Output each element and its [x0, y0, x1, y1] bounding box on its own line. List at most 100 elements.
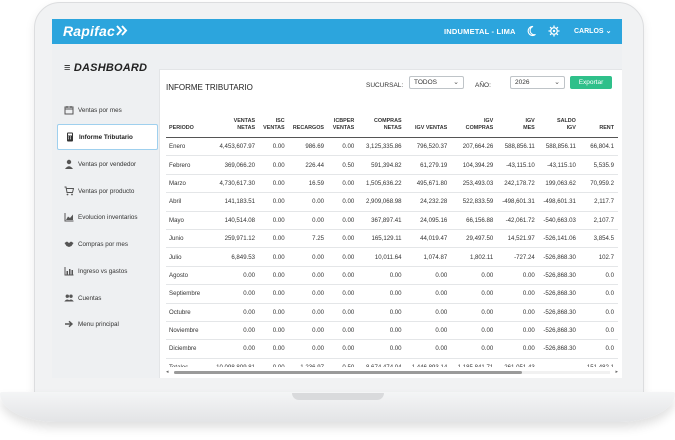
- sidebar: ≡ DASHBOARD Ventas por mes Informe Tribu…: [52, 44, 161, 378]
- table-cell: -526,141.06: [538, 229, 580, 249]
- sidebar-item-ventas-por-producto[interactable]: Ventas por producto: [57, 179, 156, 203]
- table-cell: 8,674,474.04: [358, 358, 405, 367]
- sidebar-item-informe-tributario[interactable]: Informe Tributario: [57, 124, 158, 150]
- table-cell: 495,671.80: [405, 174, 452, 194]
- table-cell: -526,868.30: [538, 266, 580, 286]
- column-header: PERIODO: [166, 105, 210, 138]
- moon-icon[interactable]: [527, 25, 539, 37]
- table-cell: -43,115.10: [497, 155, 539, 175]
- table-cell: Octubre: [166, 303, 210, 322]
- table-cell: 16.59: [288, 174, 328, 194]
- table-cell: 0.00: [288, 303, 328, 322]
- sidebar-item-menu-principal[interactable]: Menu principal: [57, 312, 156, 336]
- table-row: Marzo 4,730,617.30 0.00 16.59 0.00 1,505,636.…: [166, 174, 618, 194]
- table-cell: 0.00: [405, 284, 452, 304]
- table-cell: 0.00: [327, 192, 359, 212]
- table-cell: 0.00: [259, 229, 289, 249]
- table-row: Febrero 369,066.20 0.00 226.44 0.50 591,394.8…: [166, 155, 618, 175]
- table-cell: 44,019.47: [405, 229, 452, 249]
- user-menu[interactable]: CARLOS ⌄: [574, 27, 611, 35]
- table-cell: 0.00: [327, 284, 359, 304]
- chevron-down-icon: ⌄: [453, 79, 459, 86]
- table-cell: 0.00: [327, 229, 359, 249]
- table-cell: 986.69: [288, 137, 328, 157]
- tax-report-table-wrapper[interactable]: PERIODO VENTAS NETAS ISC VENTAS RECARGOS ICBPE…: [166, 105, 618, 367]
- sidebar-item-evolucion-inventarios[interactable]: Evolucion inventarios: [57, 205, 156, 229]
- scroll-left-arrow-icon[interactable]: ◂: [166, 369, 169, 375]
- table-cell: 0.00: [288, 266, 328, 286]
- horizontal-scrollbar[interactable]: ◂ ▸: [166, 369, 618, 375]
- dashboard-title-text: DASHBOARD: [73, 62, 148, 74]
- table-cell: 0.00: [288, 321, 328, 341]
- sidebar-item-compras-por-mes[interactable]: Compras por mes: [57, 232, 156, 256]
- dashboard-title: ≡ DASHBOARD: [64, 62, 147, 74]
- table-cell: 0.0: [579, 321, 618, 341]
- scroll-right-arrow-icon[interactable]: ▸: [615, 369, 618, 375]
- sidebar-item-ventas-por-vendedor[interactable]: Ventas por vendedor: [57, 152, 156, 176]
- app-screen: Rapifac INDUMETAL - LIMA CARLOS ⌄ ≡ DASHB…: [52, 19, 622, 378]
- table-cell: 0.00: [209, 321, 260, 341]
- tax-report-table: PERIODO VENTAS NETAS ISC VENTAS RECARGOS ICBPE…: [166, 105, 618, 367]
- table-row: Abril 141,183.51 0.00 0.00 0.00 2,909,068.98 2…: [166, 192, 618, 212]
- table-cell: 0.00: [405, 266, 452, 286]
- menu-lines-icon[interactable]: ≡: [64, 62, 74, 74]
- table-cell: 0.00: [288, 211, 328, 230]
- app-logo[interactable]: Rapifac: [63, 23, 128, 39]
- table-cell: Totales: [166, 358, 210, 367]
- page-title: INFORME TRIBUTARIO: [166, 83, 253, 92]
- handshake-icon: [64, 241, 74, 247]
- table-row: Octubre 0.00 0.00 0.00 0.00 0.00 0.00 0.00 0.00-…: [166, 303, 618, 322]
- ano-label: AÑO:: [475, 82, 491, 89]
- table-cell: 0.0: [579, 284, 618, 304]
- table-cell: 0.00: [327, 266, 359, 286]
- table-cell: 0.00: [451, 284, 498, 304]
- table-cell: 1,802.11: [451, 247, 498, 267]
- table-row: Julio 6,849.53 0.00 0.00 0.00 10,011.64 1,074.…: [166, 247, 618, 267]
- table-cell: 0.00: [497, 303, 539, 322]
- table-cell: Marzo: [166, 174, 210, 194]
- table-cell: 0.00: [259, 303, 289, 322]
- sidebar-item-ingreso-vs-gastos[interactable]: Ingreso vs gastos: [57, 259, 156, 283]
- table-cell: 0.00: [358, 284, 406, 304]
- table-cell: -727.24: [497, 247, 539, 267]
- table-cell: 165,129.11: [358, 229, 406, 249]
- scrollbar-thumb[interactable]: [174, 371, 522, 374]
- table-cell: 0.50: [327, 155, 359, 175]
- table-cell: 3,854.5: [579, 229, 618, 249]
- table-cell: 0.00: [259, 211, 289, 230]
- ano-select[interactable]: 2026 ⌄: [510, 76, 565, 89]
- export-button[interactable]: Exportar: [570, 76, 612, 89]
- table-cell: 151,482.1: [580, 358, 618, 367]
- company-name[interactable]: INDUMETAL - LIMA: [444, 27, 516, 36]
- table-cell: 0.00: [209, 284, 260, 304]
- table-cell: 0.00: [451, 303, 498, 322]
- sucursal-select[interactable]: TODOS ⌄: [409, 76, 464, 89]
- table-cell: Febrero: [166, 155, 210, 175]
- table-cell: 0.00: [497, 266, 539, 286]
- table-cell: 0.00: [259, 339, 289, 359]
- table-cell: Junio: [166, 229, 210, 249]
- table-cell: 0.00: [405, 303, 452, 322]
- table-cell: 226.44: [288, 155, 328, 175]
- gear-icon[interactable]: [548, 25, 560, 37]
- table-cell: 2,107.7: [579, 211, 618, 230]
- user-name: CARLOS: [574, 28, 604, 35]
- table-cell: 0.00: [327, 174, 359, 194]
- table-cell: 2,909,068.98: [358, 192, 406, 212]
- table-cell: 588,856.11: [497, 137, 539, 157]
- table-cell: 102.7: [579, 247, 618, 267]
- sidebar-item-cuentas[interactable]: Cuentas: [57, 286, 156, 310]
- table-cell: Noviembre: [166, 321, 210, 341]
- table-cell: 14,521.97: [497, 229, 539, 249]
- column-header: IGV COMPRAS: [451, 105, 498, 138]
- column-header: IGV MES: [497, 105, 539, 138]
- column-header: COMPRAS NETAS: [358, 105, 406, 138]
- table-cell: 0.00: [288, 339, 328, 359]
- sidebar-item-ventas-por-mes[interactable]: Ventas por mes: [57, 98, 156, 122]
- table-cell: 0.00: [358, 321, 406, 341]
- table-cell: 0.0: [579, 266, 618, 286]
- sidebar-item-label: Informe Tributario: [79, 133, 133, 141]
- sucursal-value: TODOS: [414, 79, 437, 86]
- column-header: ISC VENTAS: [259, 105, 289, 138]
- table-cell: 0.00: [209, 339, 260, 359]
